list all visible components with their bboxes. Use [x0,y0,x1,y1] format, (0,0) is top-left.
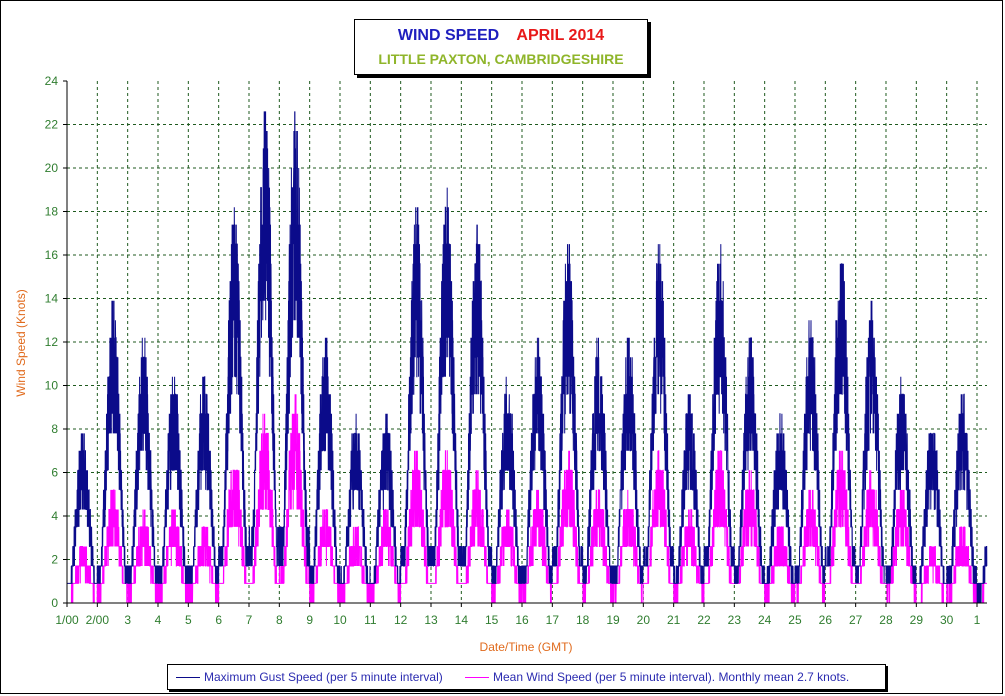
x-tick-label-11: 12 [394,613,408,627]
y-tick-label-14: 14 [45,292,59,306]
x-tick-label-1: 2/00 [86,613,110,627]
chart-subtitle: LITTLE PAXTON, CAMBRIDGESHIRE [378,51,624,67]
y-axis-label: Wind Speed (Knots) [14,289,28,396]
x-tick-label-29: 30 [940,613,954,627]
x-tick-label-9: 10 [333,613,347,627]
y-tick-label-6: 6 [51,466,58,480]
x-axis-label: Date/Time (GMT) [480,640,573,654]
x-tick-label-17: 18 [576,613,590,627]
mean-series-layer [67,394,987,604]
legend-label-mean: Mean Wind Speed (per 5 minute interval).… [493,670,850,684]
x-tick-label-15: 16 [515,613,529,627]
x-tick-label-20: 21 [667,613,681,627]
x-tick-label-8: 9 [306,613,313,627]
y-tick-label-20: 20 [45,161,59,175]
y-tick-label-18: 18 [45,205,59,219]
chart-title: WIND SPEED APRIL 2014 [355,27,647,45]
x-tick-label-6: 7 [246,613,253,627]
x-tick-label-13: 14 [455,613,469,627]
y-tick-label-0: 0 [51,596,58,610]
gust-series-layer [67,111,988,604]
grid-layer [67,81,987,603]
title-month: APRIL 2014 [516,27,605,44]
x-tick-label-0: 1/00 [55,613,79,627]
x-tick-label-22: 23 [728,613,742,627]
x-tick-label-14: 15 [485,613,499,627]
x-tick-label-5: 6 [215,613,222,627]
x-tick-label-28: 29 [910,613,924,627]
legend-item-gust: Maximum Gust Speed (per 5 minute interva… [176,670,443,684]
x-tick-label-24: 25 [788,613,802,627]
y-tick-label-8: 8 [51,422,58,436]
x-tick-label-4: 5 [185,613,192,627]
y-tick-label-24: 24 [45,74,59,88]
chart-title-box: WIND SPEED APRIL 2014 LITTLE PAXTON, CAM… [354,19,648,75]
x-tick-label-23: 24 [758,613,772,627]
y-tick-label-12: 12 [45,335,59,349]
y-tick-label-4: 4 [51,509,58,523]
mean-series-line [67,394,987,604]
legend: Maximum Gust Speed (per 5 minute interva… [167,664,886,690]
x-tick-label-12: 13 [424,613,438,627]
legend-item-mean: Mean Wind Speed (per 5 minute interval).… [465,670,849,684]
legend-label-gust: Maximum Gust Speed (per 5 minute interva… [204,670,443,684]
legend-swatch-gust [176,677,200,679]
x-tick-label-10: 11 [364,613,377,627]
x-tick-label-21: 22 [697,613,711,627]
x-tick-label-25: 26 [819,613,833,627]
title-main: WIND SPEED [397,27,500,44]
x-tick-label-26: 27 [849,613,863,627]
y-tick-label-22: 22 [45,118,59,132]
x-tick-label-2: 3 [124,613,131,627]
y-tick-label-16: 16 [45,248,59,262]
x-tick-label-16: 17 [546,613,560,627]
y-tick-label-10: 10 [45,379,59,393]
x-tick-label-27: 28 [879,613,893,627]
x-tick-label-19: 20 [637,613,651,627]
gust-series-line [67,111,988,604]
x-tick-label-18: 19 [606,613,620,627]
x-tick-label-7: 8 [276,613,283,627]
y-tick-label-2: 2 [51,553,58,567]
x-tick-label-3: 4 [155,613,162,627]
legend-swatch-mean [465,677,489,679]
x-tick-label-30: 1 [974,613,981,627]
